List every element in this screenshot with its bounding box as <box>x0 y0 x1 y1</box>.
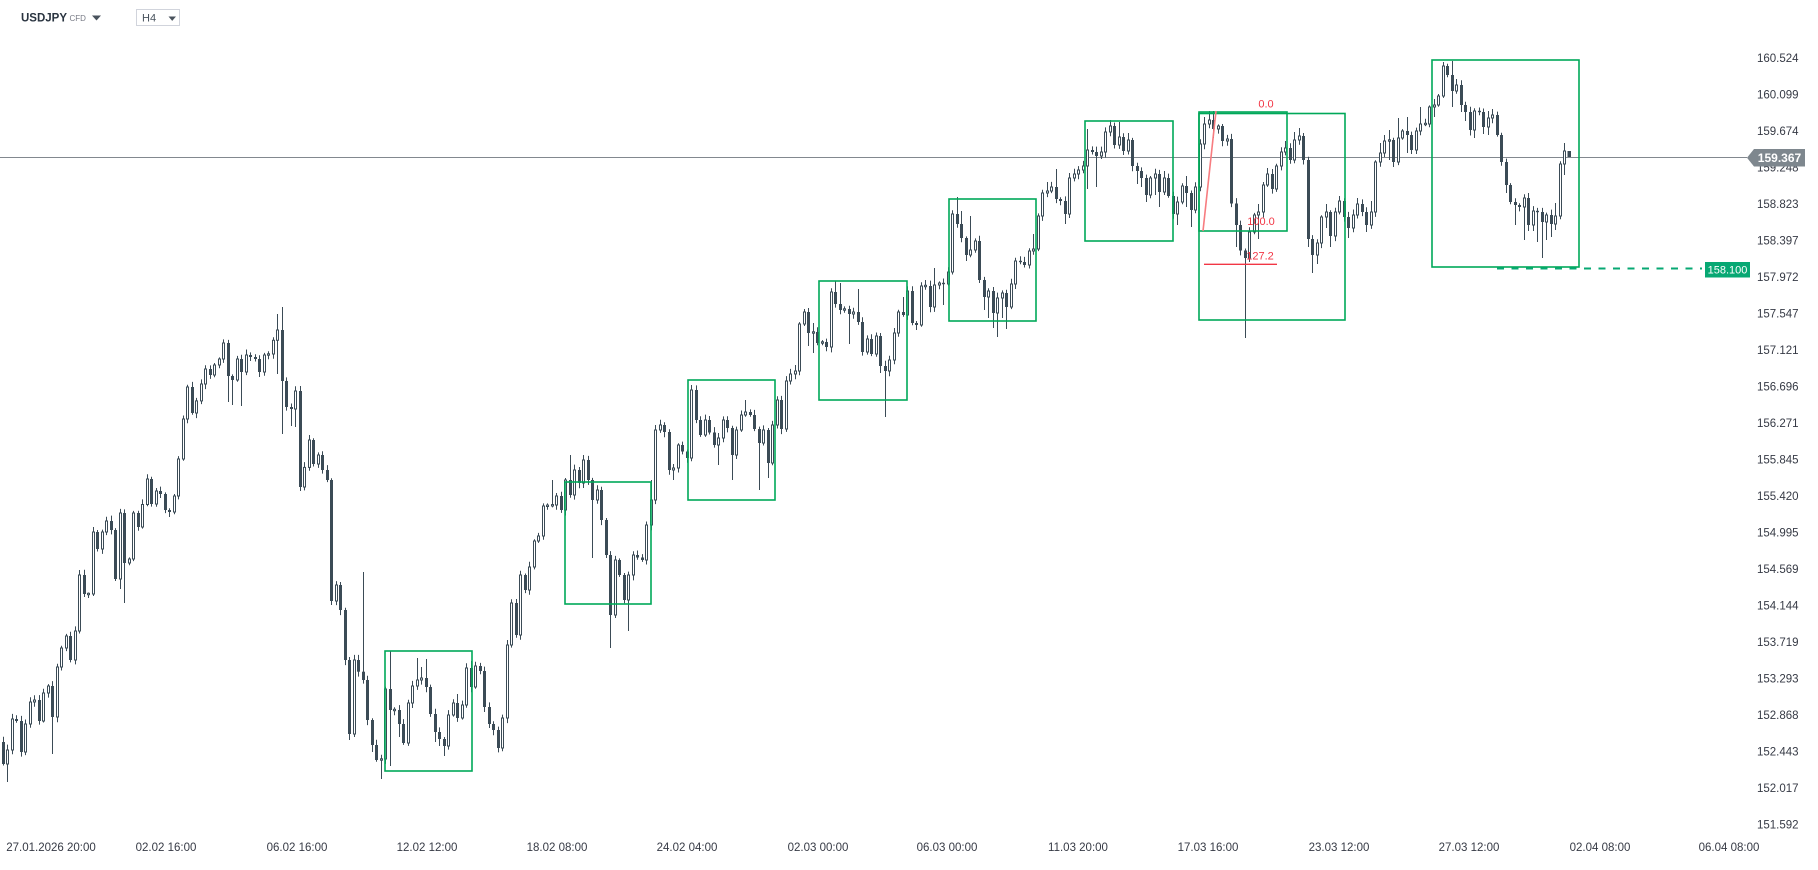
svg-text:24.02 04:00: 24.02 04:00 <box>657 842 718 854</box>
svg-text:127.2: 127.2 <box>1246 251 1274 263</box>
svg-text:155.845: 155.845 <box>1757 455 1799 467</box>
svg-text:151.592: 151.592 <box>1757 820 1799 832</box>
svg-text:CFD: CFD <box>70 14 87 23</box>
svg-text:152.017: 152.017 <box>1757 783 1799 795</box>
svg-text:17.03 16:00: 17.03 16:00 <box>1178 842 1239 854</box>
svg-text:152.443: 152.443 <box>1757 747 1799 759</box>
svg-text:158.100: 158.100 <box>1708 265 1748 277</box>
svg-text:154.144: 154.144 <box>1757 601 1799 613</box>
svg-text:02.02 16:00: 02.02 16:00 <box>136 842 197 854</box>
svg-text:153.293: 153.293 <box>1757 674 1799 686</box>
svg-text:157.121: 157.121 <box>1757 345 1799 357</box>
svg-text:158.397: 158.397 <box>1757 236 1799 248</box>
svg-text:27.03 12:00: 27.03 12:00 <box>1439 842 1500 854</box>
svg-text:100.0: 100.0 <box>1247 216 1275 228</box>
svg-text:152.868: 152.868 <box>1757 710 1799 722</box>
svg-text:18.02 08:00: 18.02 08:00 <box>527 842 588 854</box>
svg-text:0.0: 0.0 <box>1258 99 1273 111</box>
svg-text:USDJPY: USDJPY <box>21 12 67 24</box>
svg-text:06.02 16:00: 06.02 16:00 <box>267 842 328 854</box>
svg-text:154.995: 154.995 <box>1757 528 1799 540</box>
svg-text:155.420: 155.420 <box>1757 491 1799 503</box>
svg-text:06.03 00:00: 06.03 00:00 <box>917 842 978 854</box>
svg-text:158.823: 158.823 <box>1757 199 1799 211</box>
svg-text:11.03 20:00: 11.03 20:00 <box>1048 842 1108 854</box>
svg-text:157.972: 157.972 <box>1757 272 1799 284</box>
svg-text:154.569: 154.569 <box>1757 564 1799 576</box>
svg-text:156.271: 156.271 <box>1757 418 1799 430</box>
svg-text:153.719: 153.719 <box>1757 637 1799 649</box>
svg-text:23.03 12:00: 23.03 12:00 <box>1309 842 1370 854</box>
svg-text:12.02 12:00: 12.02 12:00 <box>397 842 458 854</box>
svg-text:02.04 08:00: 02.04 08:00 <box>1570 842 1631 854</box>
svg-text:02.03 00:00: 02.03 00:00 <box>788 842 849 854</box>
svg-text:06.04 08:00: 06.04 08:00 <box>1699 842 1760 854</box>
svg-text:160.099: 160.099 <box>1757 90 1799 102</box>
svg-text:160.524: 160.524 <box>1757 53 1799 65</box>
svg-text:159.367: 159.367 <box>1758 151 1802 165</box>
svg-text:156.696: 156.696 <box>1757 382 1799 394</box>
svg-text:H4: H4 <box>142 13 156 25</box>
svg-text:159.674: 159.674 <box>1757 126 1799 138</box>
svg-text:157.547: 157.547 <box>1757 309 1799 321</box>
svg-text:27.01.2026 20:00: 27.01.2026 20:00 <box>6 842 96 854</box>
